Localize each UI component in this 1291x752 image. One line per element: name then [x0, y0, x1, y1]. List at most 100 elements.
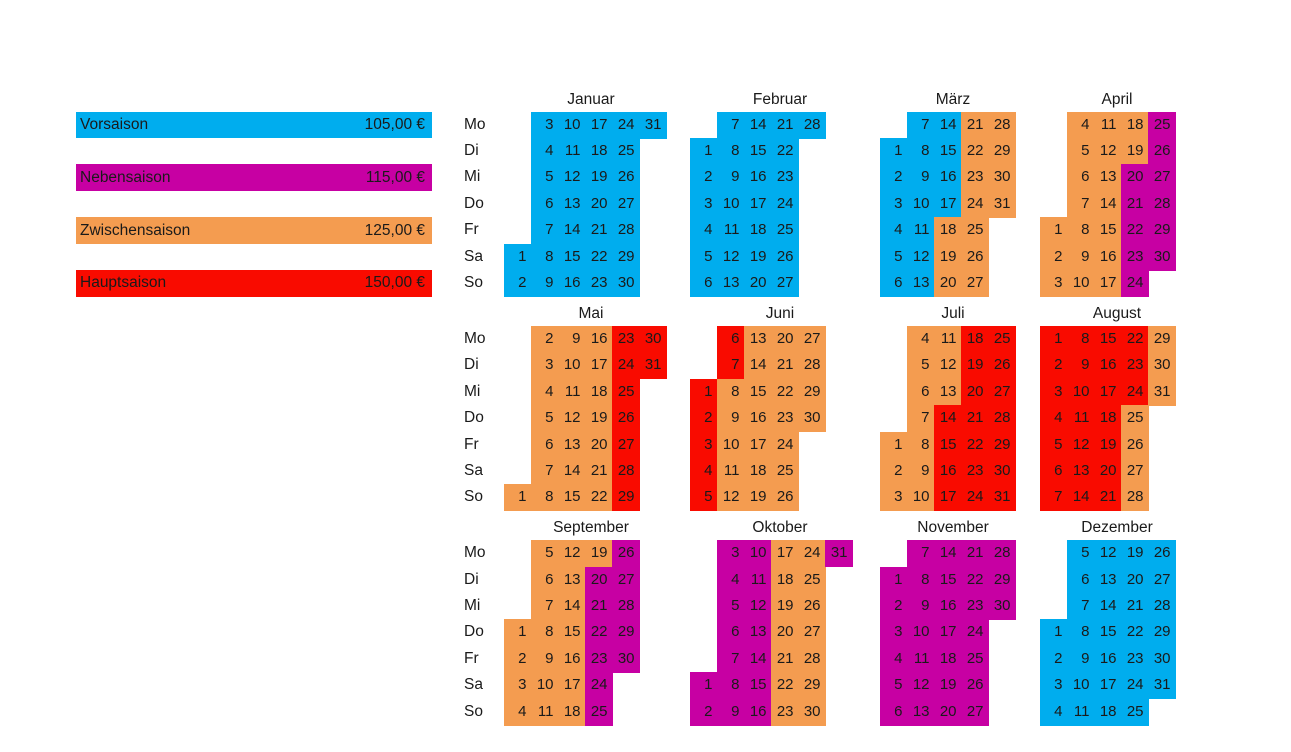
day-cell: 17	[744, 190, 772, 218]
day-cell: 13	[558, 431, 586, 459]
day-cell: 6	[717, 325, 745, 353]
month-title-april: April	[1101, 90, 1133, 108]
day-cell: 6	[690, 270, 718, 298]
day-cell: 9	[907, 164, 935, 192]
day-cell: 9	[907, 592, 935, 620]
day-cell: 25	[1121, 405, 1149, 433]
day-cell: 24	[1121, 378, 1149, 406]
day-cell: 25	[988, 325, 1016, 353]
day-cell: 11	[907, 217, 935, 245]
day-cell: 30	[1148, 243, 1176, 271]
day-cell: 27	[1148, 566, 1176, 594]
legend-item-zwischensaison: Zwischensaison 125,00 €	[76, 217, 432, 244]
day-cell: 1	[504, 619, 532, 647]
day-cell: 15	[558, 243, 586, 271]
day-cell: 7	[907, 540, 935, 568]
day-cell: 4	[531, 378, 559, 406]
day-cell: 19	[934, 672, 962, 700]
day-cell: 8	[717, 378, 745, 406]
day-cell: 29	[612, 484, 640, 512]
day-cell: 7	[531, 217, 559, 245]
day-cell: 7	[907, 405, 935, 433]
day-cell: 24	[585, 672, 613, 700]
day-cell: 30	[1148, 645, 1176, 673]
day-cell: 22	[585, 484, 613, 512]
day-cell: 21	[1121, 592, 1149, 620]
day-cell: 19	[1121, 137, 1149, 165]
day-cell: 8	[717, 672, 745, 700]
day-cell: 27	[961, 698, 989, 726]
day-cell: 17	[1094, 270, 1122, 298]
day-cell: 1	[690, 137, 718, 165]
day-cell: 23	[961, 592, 989, 620]
day-cell: 13	[1094, 566, 1122, 594]
day-cell: 11	[558, 137, 586, 165]
legend-price: 125,00 €	[364, 221, 425, 239]
day-cell: 29	[988, 431, 1016, 459]
day-cell: 12	[1094, 137, 1122, 165]
day-cell: 6	[1067, 164, 1095, 192]
day-cell: 20	[744, 270, 772, 298]
day-cell: 26	[771, 243, 799, 271]
day-cell: 13	[717, 270, 745, 298]
day-cell: 7	[1040, 484, 1068, 512]
day-cell: 29	[988, 566, 1016, 594]
day-cell: 31	[1148, 378, 1176, 406]
day-cell: 27	[1121, 457, 1149, 485]
day-cell: 4	[690, 457, 718, 485]
day-cell: 24	[961, 619, 989, 647]
day-cell: 10	[558, 111, 586, 139]
month-title-dezember: Dezember	[1081, 519, 1153, 537]
day-cell: 3	[1040, 270, 1068, 298]
month-title-august: August	[1092, 304, 1142, 322]
day-cell: 12	[717, 243, 745, 271]
day-cell: 14	[558, 217, 586, 245]
day-cell: 20	[585, 431, 613, 459]
day-cell: 10	[1067, 270, 1095, 298]
day-cell: 5	[1040, 431, 1068, 459]
weekday-label-mo: Mo	[464, 544, 486, 562]
day-cell: 8	[531, 484, 559, 512]
day-cell: 3	[880, 484, 908, 512]
day-cell: 22	[1121, 325, 1149, 353]
weekday-label-di: Di	[464, 570, 479, 588]
day-cell: 2	[690, 405, 718, 433]
day-cell: 16	[585, 325, 613, 353]
day-cell: 13	[1094, 164, 1122, 192]
day-cell: 2	[1040, 352, 1068, 380]
day-cell: 23	[771, 698, 799, 726]
day-cell: 17	[934, 484, 962, 512]
day-cell: 11	[1067, 698, 1095, 726]
weekday-label-sa: Sa	[464, 676, 483, 694]
day-cell: 26	[961, 672, 989, 700]
day-cell: 24	[612, 111, 640, 139]
day-cell: 14	[558, 457, 586, 485]
day-cell: 9	[558, 325, 586, 353]
day-cell: 15	[1094, 325, 1122, 353]
day-cell: 8	[907, 566, 935, 594]
day-cell: 15	[744, 378, 772, 406]
day-cell: 22	[1121, 217, 1149, 245]
month-title-november: November	[917, 519, 989, 537]
weekday-label-fr: Fr	[464, 221, 479, 239]
day-cell: 31	[988, 484, 1016, 512]
day-cell: 21	[1094, 484, 1122, 512]
day-cell: 11	[531, 698, 559, 726]
day-cell: 27	[612, 431, 640, 459]
day-cell: 26	[1148, 540, 1176, 568]
day-cell: 15	[1094, 619, 1122, 647]
day-cell: 28	[988, 540, 1016, 568]
day-cell: 19	[744, 243, 772, 271]
day-cell: 27	[798, 325, 826, 353]
day-cell: 29	[798, 378, 826, 406]
day-cell: 6	[717, 619, 745, 647]
day-cell: 26	[612, 405, 640, 433]
day-cell: 12	[558, 540, 586, 568]
day-cell: 9	[907, 457, 935, 485]
day-cell: 2	[880, 592, 908, 620]
weekday-label-di: Di	[464, 356, 479, 374]
day-cell: 12	[1067, 431, 1095, 459]
day-cell: 5	[690, 484, 718, 512]
day-cell: 4	[1040, 698, 1068, 726]
day-cell: 6	[880, 698, 908, 726]
